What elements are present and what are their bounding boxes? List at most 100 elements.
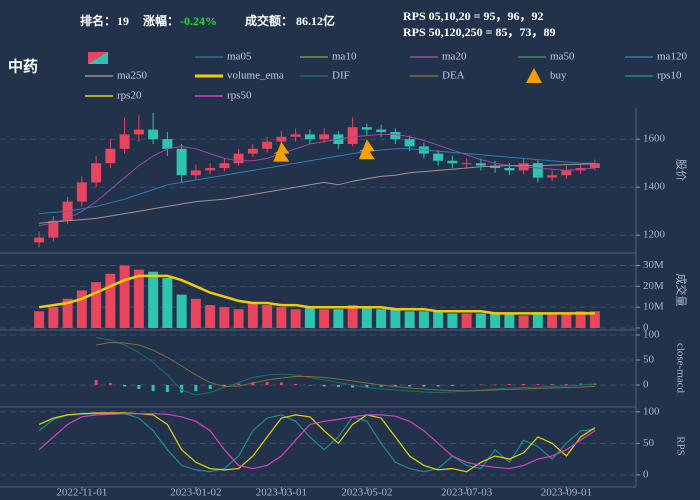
- volume-bar: [490, 313, 501, 328]
- series-line: [38, 274, 595, 315]
- volume-bar: [475, 313, 486, 328]
- macd-bar: [450, 385, 454, 386]
- legend-label: volume_ema: [227, 70, 284, 82]
- volume-bar: [561, 313, 572, 328]
- macd-bar: [165, 385, 169, 392]
- macd-bar: [279, 382, 283, 385]
- volume-bar: [361, 307, 372, 328]
- volume-bar: [547, 313, 558, 328]
- volume-bar: [48, 307, 59, 328]
- macd-bar: [322, 385, 326, 387]
- macd-bar: [194, 385, 198, 391]
- macd-bar: [208, 385, 212, 389]
- series-line: [38, 413, 596, 470]
- volume-bar: [62, 298, 73, 328]
- legend-label: ma10: [332, 51, 357, 63]
- volume-bar: [347, 305, 358, 328]
- macd-bar: [151, 385, 155, 391]
- volume-bar: [575, 311, 586, 328]
- macd-bar: [365, 385, 369, 388]
- candle-body: [347, 127, 358, 144]
- macd-bar: [222, 385, 226, 386]
- y-axis-label: 股价: [674, 159, 687, 181]
- sector: 中药: [8, 58, 38, 76]
- volume-bar: [233, 309, 244, 328]
- volume-bar: [190, 298, 201, 328]
- legend-label: ma120: [657, 51, 687, 63]
- y-tick-label: 20M: [643, 280, 664, 292]
- candle-body: [91, 163, 102, 183]
- volume-bar: [433, 311, 444, 328]
- volume-bar: [148, 271, 159, 328]
- macd-bar: [94, 380, 98, 385]
- candle-body: [105, 148, 116, 164]
- volume-bar: [219, 307, 230, 328]
- candle-body: [361, 127, 372, 130]
- macd-bar: [351, 385, 355, 388]
- candle-body: [490, 165, 501, 168]
- series-line: [39, 148, 595, 215]
- y-tick-label: 50: [643, 354, 655, 366]
- rank: 19: [117, 14, 129, 28]
- candle-body: [376, 129, 387, 132]
- volume-bar: [461, 313, 472, 328]
- series-line: [96, 341, 595, 392]
- x-tick-label: 2023-03-01: [256, 487, 307, 499]
- change: -0.24%: [180, 14, 217, 28]
- candle-body: [119, 134, 130, 149]
- volume-bar: [76, 290, 87, 328]
- turnover: 86.12亿: [296, 13, 335, 28]
- candle-body: [504, 168, 515, 171]
- legend-label: ma20: [442, 51, 467, 63]
- legend-label: rps50: [227, 90, 252, 102]
- candle-body: [461, 163, 472, 165]
- y-tick-label: 1400: [643, 181, 666, 193]
- volume-bar: [105, 273, 116, 328]
- y-tick-label: 10M: [643, 301, 664, 313]
- volume-bar: [290, 309, 301, 328]
- legend-candle-icon: [88, 52, 108, 64]
- volume-bar: [247, 302, 258, 328]
- y-tick-label: 0: [643, 379, 649, 391]
- series-line: [96, 337, 595, 396]
- macd-bar: [522, 384, 526, 385]
- candle-body: [304, 134, 315, 140]
- candle-body: [48, 220, 59, 238]
- macd-bar: [265, 382, 269, 385]
- candle-body: [262, 141, 273, 149]
- volume-bar: [589, 311, 600, 328]
- volume-bar: [304, 307, 315, 328]
- rps-long: RPS 50,120,250 = 85，73，89: [403, 25, 556, 39]
- macd-bar: [180, 385, 184, 393]
- candle-body: [34, 237, 45, 243]
- turnover-label: 成交额：: [245, 13, 293, 28]
- macd-bar: [436, 385, 440, 387]
- candle-body: [176, 148, 187, 176]
- macd-bar: [379, 385, 383, 387]
- y-tick-label: 50: [643, 437, 655, 449]
- rps-short: RPS 05,10,20 = 95，96，92: [403, 9, 544, 23]
- macd-bar: [479, 384, 483, 385]
- series-line: [38, 412, 595, 473]
- candle-body: [247, 148, 258, 154]
- x-tick-label: 2023-09-01: [541, 487, 592, 499]
- macd-bar: [536, 384, 540, 385]
- volume-bar: [34, 311, 45, 328]
- legend-label: rps10: [657, 70, 682, 82]
- volume-bar: [319, 309, 330, 328]
- macd-bar: [493, 384, 497, 385]
- y-axis-label: 成交量: [674, 274, 688, 307]
- macd-bar: [336, 385, 340, 387]
- y-tick-label: 1600: [643, 133, 666, 145]
- buy-marker: [358, 139, 375, 160]
- volume-bar: [404, 311, 415, 328]
- candle-body: [319, 134, 330, 140]
- buy-marker: [273, 141, 290, 162]
- macd-bar: [108, 383, 112, 385]
- macd-bar: [237, 383, 241, 385]
- y-axis-label: close-macd: [674, 343, 686, 394]
- macd-bar: [137, 385, 141, 389]
- macd-bar: [564, 384, 568, 385]
- candle-body: [447, 160, 458, 164]
- candle-body: [390, 132, 401, 140]
